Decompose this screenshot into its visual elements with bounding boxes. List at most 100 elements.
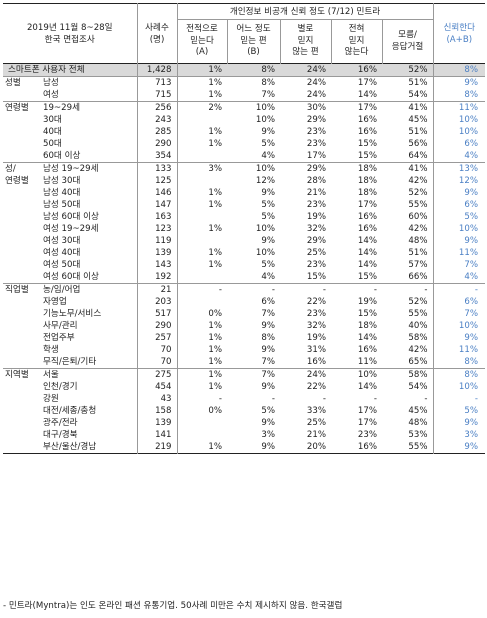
percent-cell: 18%: [357, 321, 377, 331]
percent-cell: 66%: [382, 271, 434, 284]
percent-cell: 9%: [261, 321, 275, 331]
trust-sum-cell: 10%: [458, 382, 479, 392]
percent-cell: 1%: [208, 260, 222, 270]
percent-cell: 9%: [261, 188, 275, 198]
subgroup-label: 남성 19~29세: [43, 164, 99, 174]
col-header-line: 않는다: [344, 47, 369, 58]
col-header-line: 전적으로: [186, 24, 218, 35]
row-label: 여성: [3, 89, 138, 102]
trust-sum-cell: -: [474, 394, 479, 404]
percent-cell: 17%: [357, 200, 377, 210]
question-group-title: 개인정보 비공개 신뢰 정도 (7/12) 민트라: [177, 3, 434, 20]
col-header-line: 전혀: [348, 24, 365, 35]
table-row: 부산/울산/경남 219 1% 9% 20% 16% 55% 9%: [3, 441, 486, 454]
percent-cell: [177, 150, 227, 163]
sample-size-cell: 354: [137, 150, 178, 163]
row-label: 인천/경기: [3, 381, 138, 393]
percent-cell: 7%: [261, 309, 275, 319]
percent-cell: 4%: [261, 272, 275, 282]
percent-cell: 1%: [208, 333, 222, 343]
percent-cell: 16%: [357, 212, 377, 222]
row-label: 학생: [3, 344, 138, 356]
percent-cell: 17%: [357, 418, 377, 428]
percent-cell: 1%: [208, 248, 222, 258]
col-header-not-much-trust: 별로 믿지 않는 편: [280, 19, 332, 64]
percent-cell: 1%: [208, 139, 222, 149]
trust-sum-cell: 11%: [458, 345, 479, 355]
percent-cell: 15%: [306, 272, 326, 282]
percent-cell: 14%: [357, 248, 377, 258]
row-label: 전업주부: [3, 332, 138, 344]
percent-cell: 1%: [208, 188, 222, 198]
percent-cell: 15%: [357, 309, 377, 319]
percent-cell: 52%: [382, 187, 434, 199]
percent-cell: 24%: [280, 76, 331, 89]
percent-cell: 16%: [357, 127, 377, 137]
percent-cell: 9%: [261, 382, 275, 392]
table-row: 자영업 203 6% 22% 19% 52% 6%: [3, 296, 485, 308]
sample-size-cell: 133: [137, 162, 178, 175]
footnote: - 민트라(Myntra)는 인도 온라인 패션 유통기업. 50사례 미만은 …: [3, 601, 343, 611]
percent-cell: 19%: [306, 212, 326, 222]
percent-cell: [177, 211, 227, 223]
percent-cell: 5%: [261, 200, 275, 210]
percent-cell: 5%: [261, 212, 275, 222]
percent-cell: 31%: [306, 345, 326, 355]
subgroup-label: 광주/전라: [43, 418, 78, 428]
table-row: 남성 50대 147 1% 5% 23% 17% 55% 6%: [3, 199, 485, 211]
percent-cell: 5%: [261, 260, 275, 270]
category-label: 연령별: [5, 103, 29, 113]
total-row: 스마트폰 사용자 전체 1,428 1% 8% 24% 16% 52% 8%: [3, 63, 486, 77]
percent-cell: 9%: [261, 418, 275, 428]
percent-cell: 7%: [261, 357, 275, 367]
percent-cell: 54%: [382, 381, 434, 393]
trust-sum-cell: 11%: [433, 101, 486, 114]
sample-size-cell: 70: [137, 344, 178, 356]
percent-cell: 8%: [261, 333, 275, 343]
percent-cell: 6%: [261, 297, 275, 307]
sample-size-cell: 257: [137, 332, 178, 344]
trust-sum-cell: 6%: [464, 297, 479, 307]
percent-cell: 32%: [306, 321, 326, 331]
percent-cell: 60%: [382, 211, 434, 223]
row-label: 직업별 농/임/어업: [3, 283, 138, 296]
category-label: 성/: [5, 164, 16, 174]
row-label: 연령별 남성 30대: [3, 175, 138, 187]
trust-sum-cell: 3%: [464, 430, 479, 440]
percent-cell: 1%: [208, 224, 222, 234]
subgroup-label: 여성 40대: [43, 248, 81, 258]
table-header: 2019년 11월 8~28일 한국 면접조사 사례수 (명) 개인정보 비공개…: [3, 3, 486, 64]
row-label: 스마트폰 사용자 전체: [3, 63, 138, 77]
percent-cell: 41%: [382, 101, 434, 114]
trust-sum-cell: 8%: [433, 368, 486, 381]
table-row: 여성 40대 139 1% 10% 25% 14% 51% 11%: [3, 247, 485, 259]
percent-cell: 10%: [255, 224, 275, 234]
trust-sum-cell: 8%: [433, 63, 486, 77]
percent-cell: 20%: [306, 442, 326, 452]
percent-cell: 55%: [382, 199, 434, 211]
col-header-somewhat-trust: 어느 정도 믿는 편 (B): [227, 19, 281, 64]
percent-cell: -: [271, 394, 275, 404]
sample-size-cell: 713: [137, 76, 178, 89]
sample-size-cell: 290: [137, 138, 178, 150]
row-label: 사무/관리: [3, 320, 138, 332]
table-row: 남성 40대 146 1% 9% 21% 18% 52% 9%: [3, 187, 485, 199]
percent-cell: 10%: [227, 101, 280, 114]
row-label: 남성 50대: [3, 199, 138, 211]
sample-size-cell: 141: [137, 429, 178, 441]
percent-cell: 2%: [177, 101, 227, 114]
subgroup-label: 여성 30대: [43, 236, 81, 246]
percent-cell: 1%: [208, 357, 222, 367]
percent-cell: 22%: [306, 382, 326, 392]
sample-size-header: 사례수 (명): [137, 3, 178, 64]
table-row: 연령별 남성 30대 125 12% 28% 18% 42% 12%: [3, 175, 485, 187]
percent-cell: 64%: [382, 150, 434, 163]
percent-cell: 15%: [357, 151, 377, 161]
percent-cell: 29%: [306, 115, 326, 125]
percent-cell: 18%: [357, 188, 377, 198]
percent-cell: 23%: [306, 139, 326, 149]
col-header-dont-know: 모름/ 응답거절: [382, 19, 434, 64]
percent-cell: -: [177, 283, 227, 296]
col-header-no-trust: 전혀 믿지 않는다: [331, 19, 383, 64]
percent-cell: 25%: [306, 418, 326, 428]
